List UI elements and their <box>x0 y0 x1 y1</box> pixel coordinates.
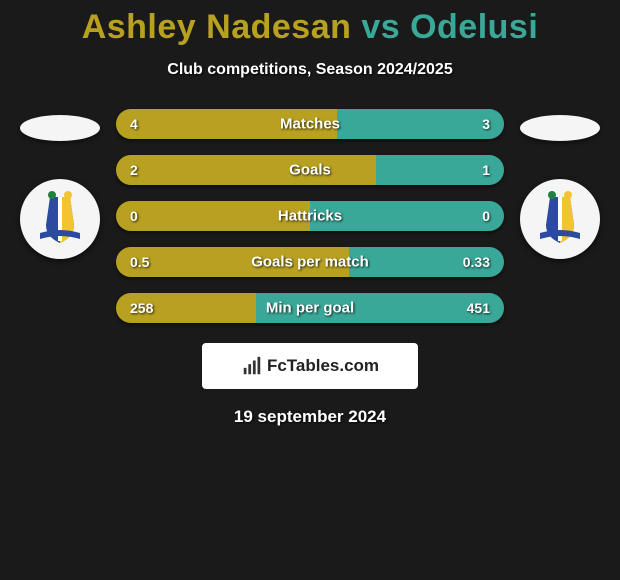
player2-photo-placeholder <box>520 115 600 141</box>
stat-fill-left <box>116 155 376 185</box>
brand-badge: FcTables.com <box>202 343 418 389</box>
stat-row: 4 3 Matches <box>116 109 504 139</box>
stat-fill-right <box>337 109 504 139</box>
crest-icon <box>30 189 90 249</box>
stat-row: 2 1 Goals <box>116 155 504 185</box>
player1-club-crest <box>20 179 100 259</box>
right-side-column <box>510 109 610 259</box>
stat-value-right: 0.33 <box>463 254 490 270</box>
title-vs: vs <box>351 8 410 46</box>
chart-icon <box>241 355 263 377</box>
stat-value-right: 451 <box>467 300 490 316</box>
title-player1: Ashley Nadesan <box>82 8 352 46</box>
stat-value-left: 0.5 <box>130 254 149 270</box>
stat-label: Matches <box>280 116 340 133</box>
comparison-area: 4 3 Matches 2 1 Goals 0 0 Hattricks 0.5 0.33 Goals … <box>0 109 620 323</box>
stat-value-left: 258 <box>130 300 153 316</box>
player2-club-crest <box>520 179 600 259</box>
stat-label: Goals <box>289 162 331 179</box>
player1-photo-placeholder <box>20 115 100 141</box>
stat-value-right: 1 <box>482 162 490 178</box>
stat-row: 0 0 Hattricks <box>116 201 504 231</box>
stat-row: 0.5 0.33 Goals per match <box>116 247 504 277</box>
stat-label: Min per goal <box>266 300 354 317</box>
page-title: Ashley Nadesan vs Odelusi <box>0 0 620 47</box>
date-text: 19 september 2024 <box>0 407 620 427</box>
stat-value-left: 2 <box>130 162 138 178</box>
stat-value-right: 0 <box>482 208 490 224</box>
subtitle: Club competitions, Season 2024/2025 <box>0 61 620 79</box>
left-side-column <box>10 109 110 259</box>
stats-bars: 4 3 Matches 2 1 Goals 0 0 Hattricks 0.5 0.33 Goals … <box>110 109 510 323</box>
stat-label: Goals per match <box>251 254 369 271</box>
brand-text: FcTables.com <box>267 356 379 376</box>
stat-value-left: 4 <box>130 116 138 132</box>
stat-label: Hattricks <box>278 208 342 225</box>
stat-row: 258 451 Min per goal <box>116 293 504 323</box>
stat-value-right: 3 <box>482 116 490 132</box>
stat-value-left: 0 <box>130 208 138 224</box>
crest-icon <box>530 189 590 249</box>
title-player2: Odelusi <box>410 8 538 46</box>
